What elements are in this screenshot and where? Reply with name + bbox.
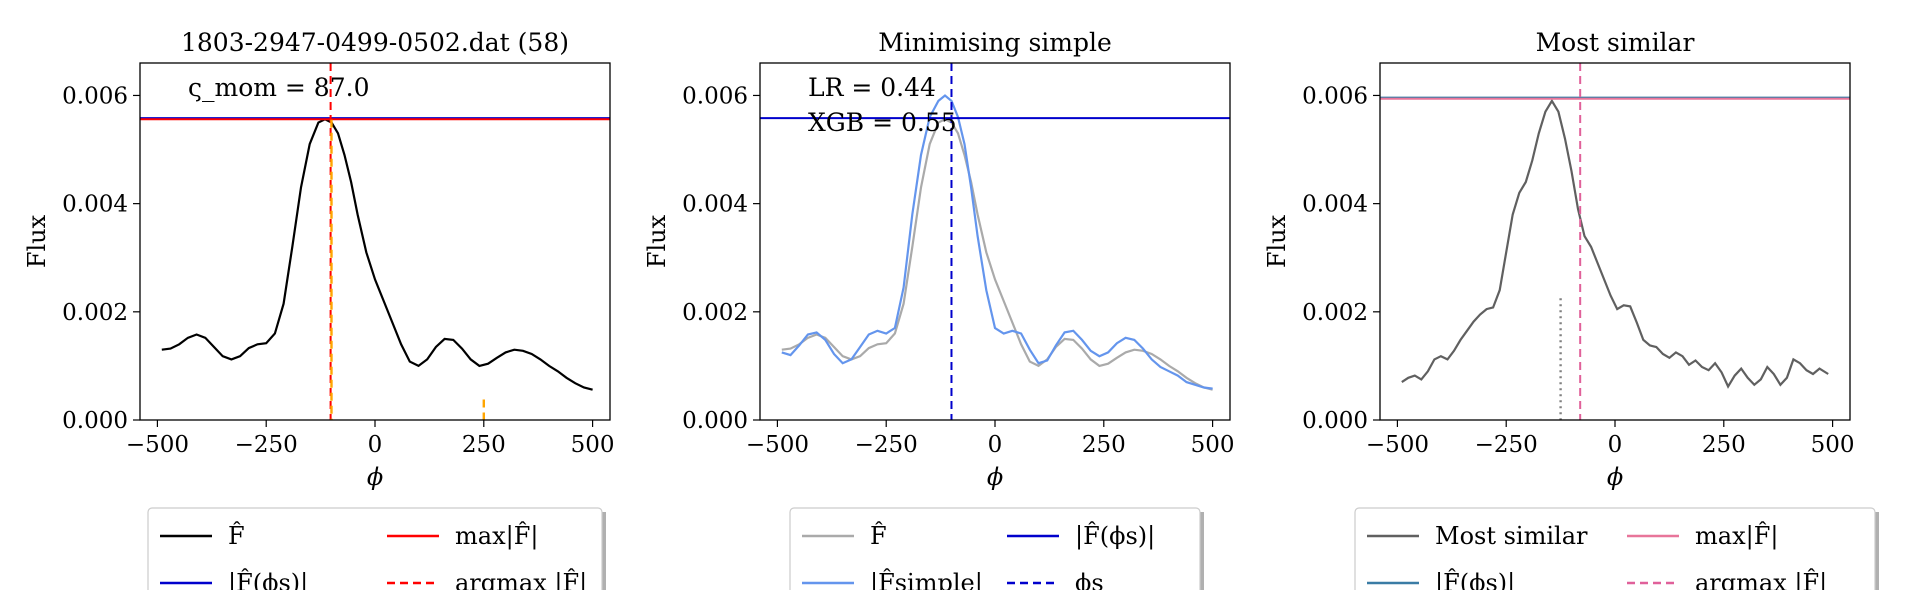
y-tick-label: 0.002 <box>682 300 748 326</box>
y-tick-label: 0.006 <box>1302 83 1368 109</box>
series-line-0 <box>161 118 593 391</box>
chart-title: Minimising simple <box>878 28 1112 57</box>
legend-label: F̂ <box>870 522 887 550</box>
legend-label: |F̂(ϕs)| <box>1075 522 1155 551</box>
annotation-text: XGB = 0.55 <box>808 108 957 137</box>
y-tick-label: 0.002 <box>62 300 128 326</box>
x-axis-label: ϕ <box>367 463 383 491</box>
y-axis-label: Flux <box>643 214 671 268</box>
y-tick-label: 0.004 <box>1302 192 1368 218</box>
y-tick-label: 0.006 <box>682 83 748 109</box>
legend-label: Most similar <box>1435 522 1588 550</box>
x-tick-label: 500 <box>571 432 615 458</box>
x-tick-label: 0 <box>988 432 1003 458</box>
legend-label: max|F̂| <box>455 522 538 551</box>
x-tick-label: −500 <box>126 432 189 458</box>
y-axis-label: Flux <box>1263 214 1291 268</box>
series-line-1 <box>781 94 1213 390</box>
series-line-0 <box>781 118 1213 391</box>
x-axis-label: ϕ <box>1607 463 1623 491</box>
x-tick-label: 250 <box>1082 432 1126 458</box>
x-tick-label: −250 <box>1475 432 1538 458</box>
chart-title: Most similar <box>1536 28 1695 57</box>
x-tick-label: 500 <box>1811 432 1855 458</box>
y-tick-label: 0.004 <box>62 192 128 218</box>
legend-label: argmax |F̂| <box>455 569 587 590</box>
x-tick-label: −250 <box>855 432 918 458</box>
y-tick-label: 0.002 <box>1302 300 1368 326</box>
legend-box <box>789 507 1201 590</box>
x-tick-label: 0 <box>368 432 383 458</box>
series-line-0 <box>1401 98 1829 389</box>
x-tick-label: 500 <box>1191 432 1235 458</box>
legend-label: |F̂(ϕs)| <box>228 569 308 590</box>
x-tick-label: 0 <box>1608 432 1623 458</box>
y-tick-label: 0.004 <box>682 192 748 218</box>
chart-title: 1803-2947-0499-0502.dat (58) <box>181 28 569 57</box>
x-tick-label: −500 <box>746 432 809 458</box>
y-axis-label: Flux <box>23 214 51 268</box>
legend-box <box>147 507 603 590</box>
plot-frame <box>1379 62 1851 421</box>
annotation-text: LR = 0.44 <box>808 73 936 102</box>
x-axis-label: ϕ <box>987 463 1003 491</box>
x-tick-label: 250 <box>1702 432 1746 458</box>
legend-label: |F̂(ϕs)| <box>1435 569 1515 590</box>
x-tick-label: −250 <box>235 432 298 458</box>
y-tick-label: 0.000 <box>1302 408 1368 434</box>
legend-box <box>1354 507 1876 590</box>
plot-frame <box>139 62 611 421</box>
legend-label: argmax |F̂| <box>1695 569 1827 590</box>
y-tick-label: 0.000 <box>682 408 748 434</box>
annotation-text: ς_mom = 87.0 <box>188 73 369 102</box>
x-tick-label: 250 <box>462 432 506 458</box>
legend-label: F̂ <box>228 522 245 550</box>
y-tick-label: 0.000 <box>62 408 128 434</box>
x-tick-label: −500 <box>1366 432 1429 458</box>
legend-label: ϕs <box>1075 569 1104 590</box>
y-tick-label: 0.006 <box>62 83 128 109</box>
legend-label: max|F̂| <box>1695 522 1778 551</box>
legend-label: |F̂simple| <box>870 569 983 590</box>
